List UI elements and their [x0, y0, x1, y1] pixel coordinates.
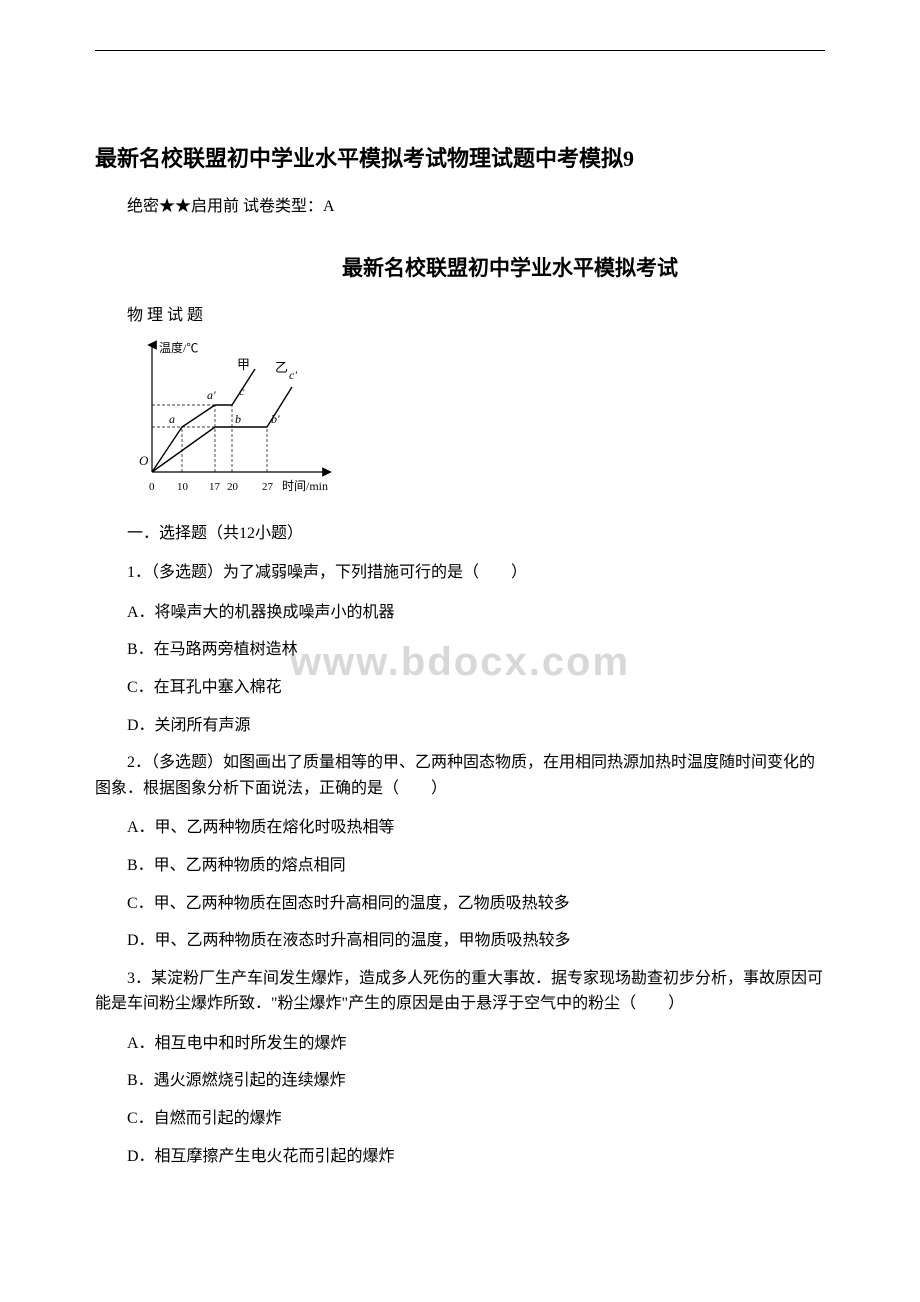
line-yi — [152, 387, 292, 472]
svg-text:b': b' — [271, 412, 280, 426]
svg-text:c': c' — [289, 368, 297, 382]
q3-option-c: C．自燃而引起的爆炸 — [95, 1106, 825, 1132]
q3-option-d: D．相互摩擦产生电火花而引起的爆炸 — [95, 1144, 825, 1170]
q2-option-b: B．甲、乙两种物质的熔点相同 — [95, 853, 825, 879]
q2-stem: 2．（多选题）如图画出了质量相等的甲、乙两种固态物质，在用相同热源加热时温度随时… — [95, 750, 825, 801]
q2-option-d: D．甲、乙两种物质在液态时升高相同的温度，甲物质吸热较多 — [95, 928, 825, 954]
q2-option-a: A．甲、乙两种物质在熔化时吸热相等 — [95, 815, 825, 841]
svg-text:c: c — [239, 384, 245, 398]
svg-text:乙: 乙 — [275, 360, 288, 375]
q1-option-d: D．关闭所有声源 — [95, 713, 825, 739]
svg-text:17: 17 — [209, 481, 221, 493]
section-header: 一．选择题（共12小题） — [95, 521, 825, 547]
svg-text:0: 0 — [149, 481, 155, 493]
subject-line: 物 理 试 题 — [95, 303, 825, 329]
top-divider — [95, 50, 825, 51]
q1-option-a: A．将噪声大的机器换成噪声小的机器 — [95, 600, 825, 626]
q1-stem: 1．（多选题）为了减弱噪声，下列措施可行的是（ ） — [95, 560, 825, 586]
q2-option-c: C．甲、乙两种物质在固态时升高相同的温度，乙物质吸热较多 — [95, 891, 825, 917]
svg-text:10: 10 — [177, 481, 189, 493]
y-axis-label: 温度/℃ — [159, 340, 198, 355]
svg-text:O: O — [139, 453, 149, 468]
exam-type-line: 绝密★★启用前 试卷类型：A — [95, 194, 825, 220]
x-axis-label: 时间/min — [282, 479, 328, 493]
main-title: 最新名校联盟初中学业水平模拟考试物理试题中考模拟9 — [95, 141, 825, 176]
sub-title: 最新名校联盟初中学业水平模拟考试 — [195, 252, 825, 286]
q1-option-c: C．在耳孔中塞入棉花 — [95, 675, 825, 701]
svg-text:a': a' — [207, 388, 216, 402]
q3-option-a: A．相互电中和时所发生的爆炸 — [95, 1031, 825, 1057]
svg-text:甲: 甲 — [237, 357, 250, 372]
temperature-chart: 温度/℃ 时间/min O 0 10 17 20 27 a a' — [127, 337, 825, 506]
q3-stem: 3．某淀粉厂生产车间发生爆炸，造成多人死伤的重大事故．据专家现场勘查初步分析，事… — [95, 966, 825, 1017]
svg-text:b: b — [235, 412, 241, 426]
q3-option-b: B．遇火源燃烧引起的连续爆炸 — [95, 1068, 825, 1094]
q1-option-b: B．在马路两旁植树造林 — [95, 637, 825, 663]
svg-text:27: 27 — [262, 481, 274, 493]
document-content: 最新名校联盟初中学业水平模拟考试物理试题中考模拟9 绝密★★启用前 试卷类型：A… — [95, 50, 825, 1169]
svg-text:20: 20 — [227, 481, 239, 493]
svg-text:a: a — [169, 412, 175, 426]
